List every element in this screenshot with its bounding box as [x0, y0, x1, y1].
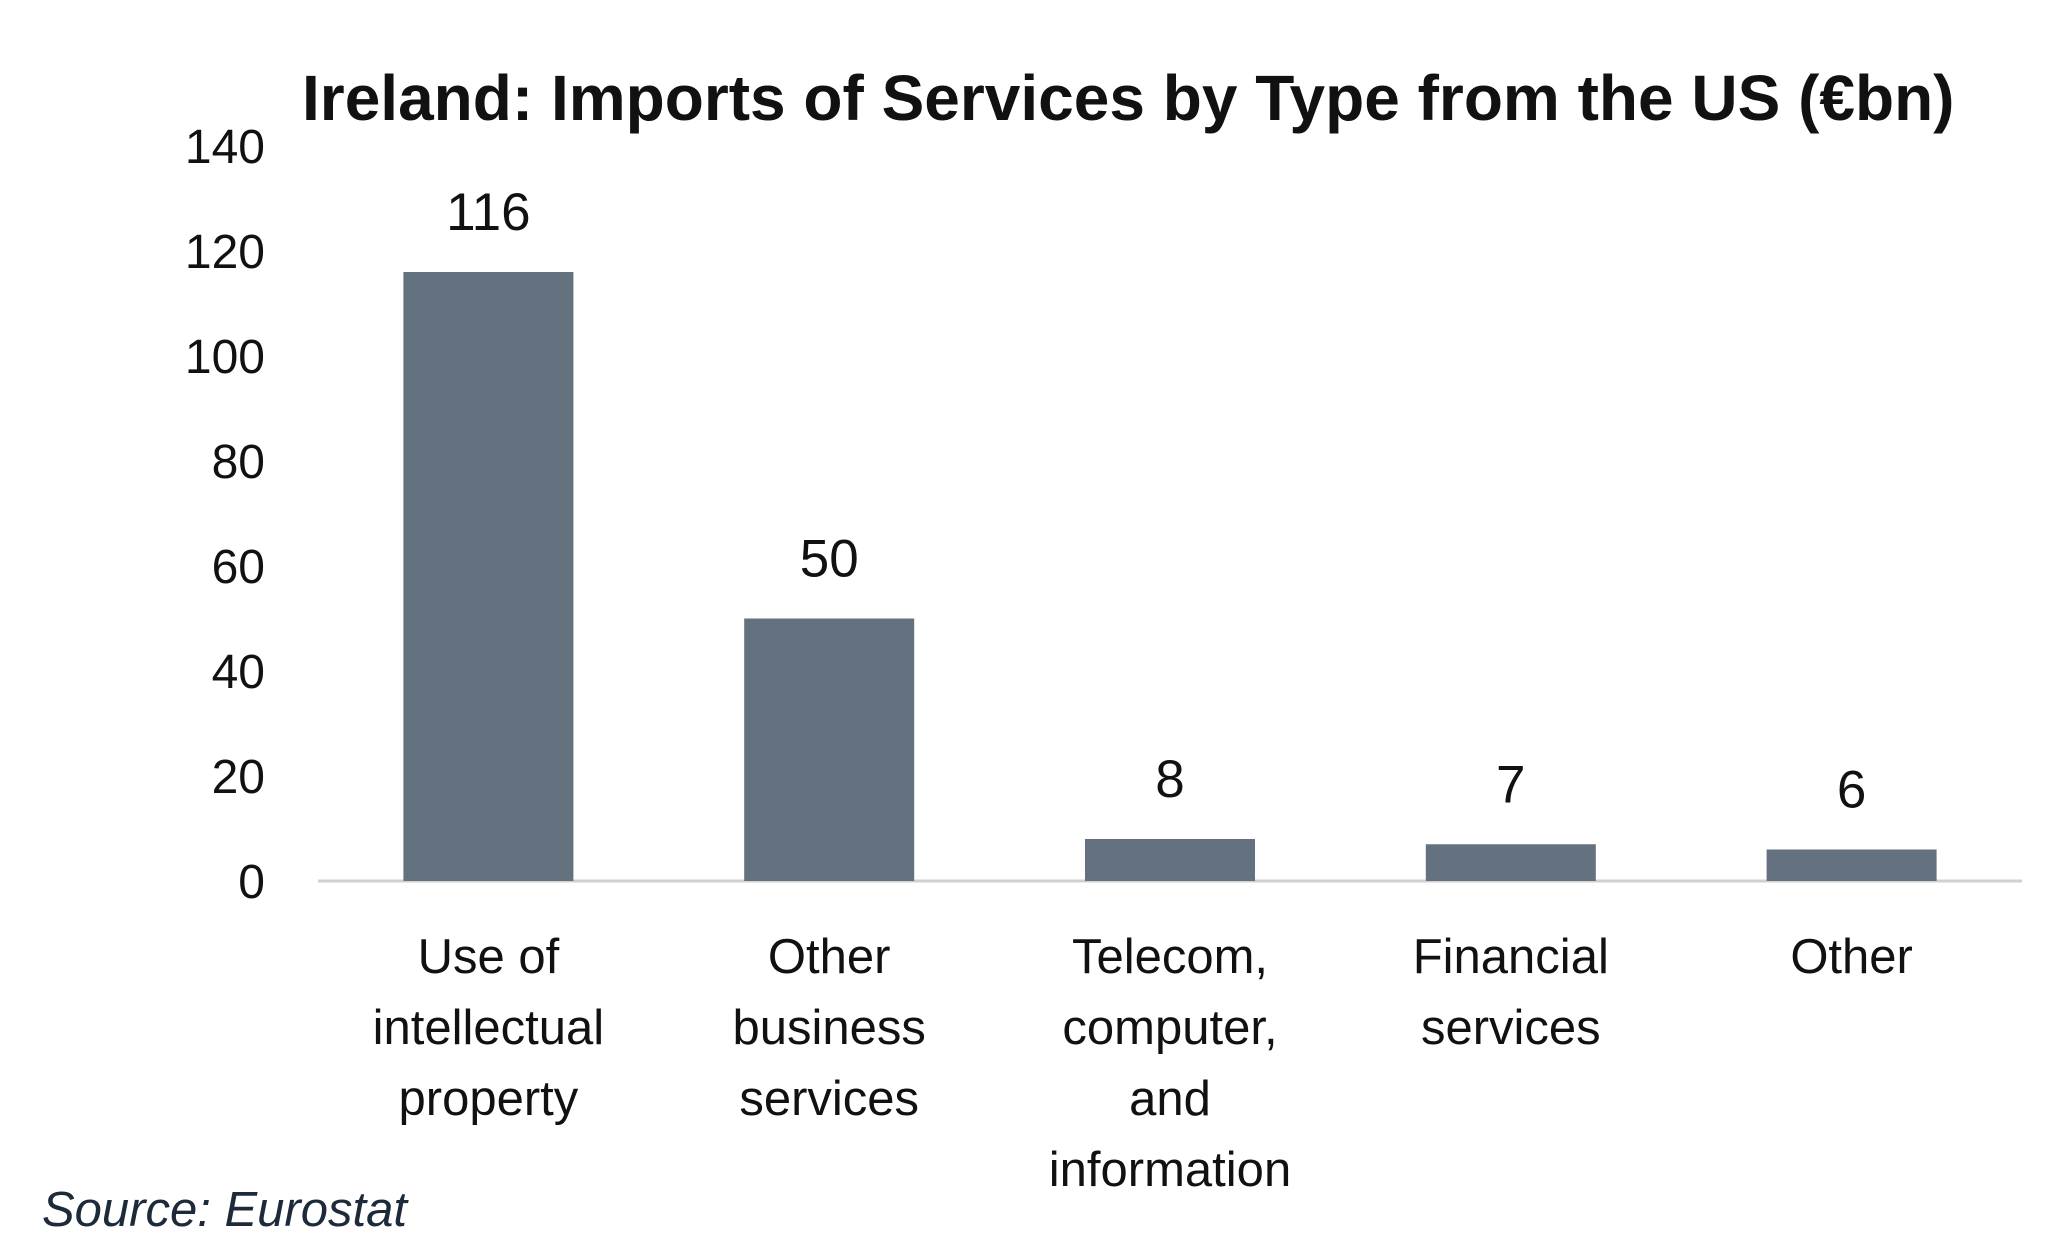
data-label: 116 [446, 183, 531, 242]
y-axis: 0 20 40 60 80 100 120 140 [185, 121, 265, 909]
x-tick-label-line: computer, [1062, 1001, 1277, 1055]
y-tick-label: 20 [212, 751, 265, 804]
data-label: 7 [1496, 755, 1525, 814]
bar [1085, 839, 1255, 881]
chart-title: Ireland: Imports of Services by Type fro… [302, 62, 1954, 134]
data-label: 8 [1155, 750, 1184, 809]
y-tick-label: 40 [212, 646, 265, 699]
x-tick-label-line: services [739, 1072, 919, 1126]
x-tick-label: Other [1790, 930, 1913, 984]
y-tick-label: 140 [185, 121, 265, 174]
y-tick-label: 80 [212, 436, 265, 489]
data-label: 6 [1837, 761, 1866, 820]
y-tick-label: 120 [185, 226, 265, 279]
x-tick-label-line: Other [1790, 930, 1913, 984]
bar [744, 618, 915, 881]
x-tick-label-line: property [399, 1072, 579, 1126]
data-label: 50 [800, 530, 859, 589]
x-tick-label-line: business [732, 1001, 925, 1055]
x-tick-label-line: and [1129, 1072, 1211, 1126]
bar [403, 272, 574, 881]
bars-group [403, 272, 1937, 881]
x-tick-label: Use of intellectual property [373, 930, 605, 1126]
x-tick-label-line: Financial [1413, 930, 1609, 984]
x-tick-label: Financial services [1413, 930, 1609, 1055]
y-tick-label: 100 [185, 331, 265, 384]
y-tick-label: 0 [238, 856, 265, 909]
x-tick-label: Other business services [732, 930, 925, 1126]
source-note: Source: Eurostat [42, 1183, 409, 1237]
bar [1425, 844, 1596, 881]
x-tick-label-line: information [1049, 1143, 1291, 1197]
x-tick-label-line: services [1421, 1001, 1601, 1055]
x-tick-label-line: Use of [418, 930, 560, 984]
x-tick-label-line: intellectual [373, 1001, 605, 1055]
x-tick-label: Telecom, computer, and information [1049, 930, 1291, 1197]
x-tick-label-line: Telecom, [1072, 930, 1268, 984]
y-tick-label: 60 [212, 541, 265, 594]
x-axis: Use of intellectual property Other business s… [373, 930, 1913, 1197]
bar [1766, 849, 1937, 881]
x-tick-label-line: Other [768, 930, 891, 984]
data-labels-group: 116 50 8 7 6 [446, 183, 1866, 820]
